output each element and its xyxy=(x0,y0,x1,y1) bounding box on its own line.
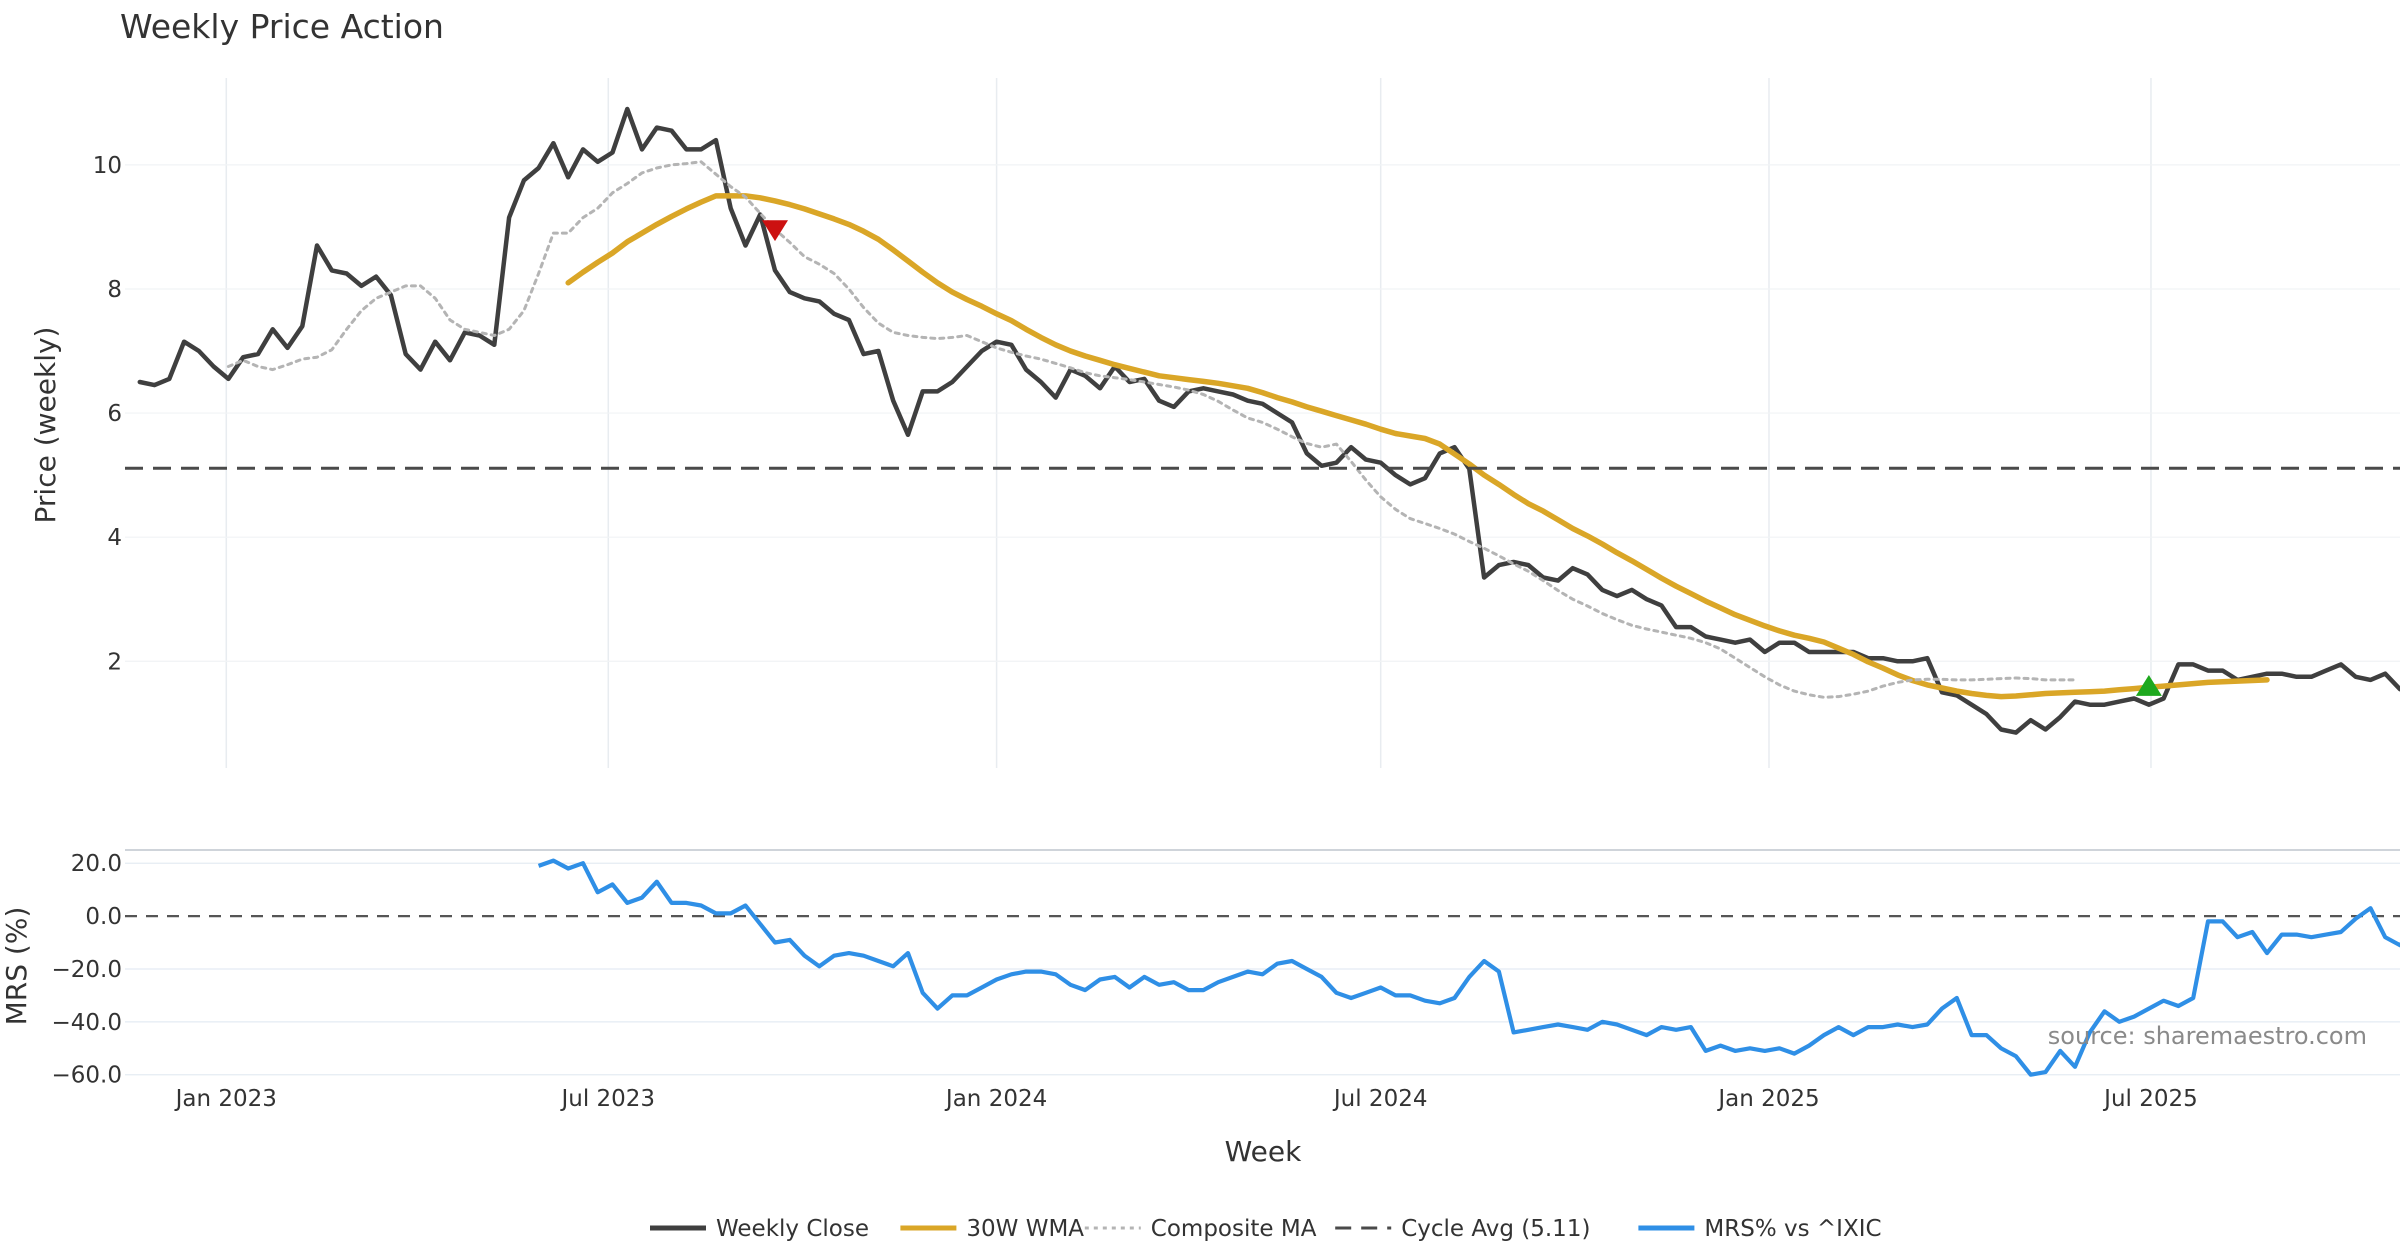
mrs-line xyxy=(537,858,2400,1077)
mrs-series-group xyxy=(537,858,2400,1077)
legend-label: Weekly Close xyxy=(716,1216,869,1242)
signal-markers xyxy=(762,220,2162,696)
price-y-ticks: 2 4 6 8 10 xyxy=(93,153,122,675)
x-tick-label: Jan 2025 xyxy=(1716,1086,1819,1112)
mrs-y-tick-label: −20.0 xyxy=(52,957,122,983)
x-axis-title: Week xyxy=(1225,1135,1302,1168)
legend-label: Cycle Avg (5.11) xyxy=(1401,1216,1590,1242)
price-y-tick-label: 2 xyxy=(107,649,122,675)
composite-ma-line xyxy=(226,160,2077,699)
weekly-close-line xyxy=(137,106,2400,735)
x-tick-label: Jan 2024 xyxy=(944,1086,1047,1112)
chart-title: Weekly Price Action xyxy=(120,7,444,46)
mrs-y-ticks: 20.0 0.0 −20.0 −40.0 −60.0 xyxy=(52,851,122,1088)
price-grid xyxy=(125,78,2400,768)
legend: Weekly Close 30W WMA Composite MA Cycle Avg… xyxy=(650,1216,1882,1242)
legend-item: MRS% vs ^IXIC xyxy=(1638,1216,1882,1242)
legend-item: Cycle Avg (5.11) xyxy=(1335,1216,1590,1242)
mrs-y-tick-label: 20.0 xyxy=(71,851,122,877)
x-tick-label: Jul 2023 xyxy=(559,1086,655,1112)
buy-signal-marker xyxy=(2135,675,2162,696)
mrs-y-axis-title: MRS (%) xyxy=(0,907,33,1026)
legend-label: Composite MA xyxy=(1151,1216,1317,1242)
wma-30w-line xyxy=(565,193,2270,700)
x-tick-label: Jan 2023 xyxy=(174,1086,277,1112)
legend-item: Composite MA xyxy=(1084,1216,1317,1242)
x-axis-ticks: Jan 2023 Jul 2023 Jan 2024 Jul 2024 Jan 2025… xyxy=(174,1086,2198,1112)
mrs-y-tick-label: 0.0 xyxy=(85,904,122,930)
x-tick-label: Jul 2024 xyxy=(1332,1086,1428,1112)
price-y-tick-label: 4 xyxy=(107,525,122,551)
price-y-axis-title: Price (weekly) xyxy=(29,327,62,524)
legend-item: Weekly Close xyxy=(650,1216,869,1242)
mrs-y-tick-label: −40.0 xyxy=(52,1010,122,1036)
source-note: source: sharemaestro.com xyxy=(2048,1022,2367,1050)
legend-label: MRS% vs ^IXIC xyxy=(1704,1216,1881,1242)
sell-signal-marker xyxy=(762,220,788,242)
price-y-tick-label: 10 xyxy=(93,153,122,179)
mrs-grid xyxy=(125,849,2400,1076)
mrs-y-tick-label: −60.0 xyxy=(52,1063,122,1089)
legend-label: 30W WMA xyxy=(966,1216,1084,1242)
price-y-tick-label: 6 xyxy=(107,401,122,427)
price-series-group xyxy=(125,106,2400,735)
x-tick-label: Jul 2025 xyxy=(2102,1086,2198,1112)
price-y-tick-label: 8 xyxy=(107,277,122,303)
legend-item: 30W WMA xyxy=(900,1216,1084,1242)
